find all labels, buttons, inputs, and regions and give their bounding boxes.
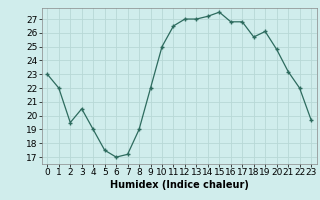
X-axis label: Humidex (Indice chaleur): Humidex (Indice chaleur) [110, 180, 249, 190]
